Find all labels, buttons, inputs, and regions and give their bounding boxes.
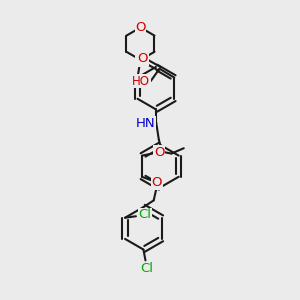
- Text: O: O: [135, 21, 146, 34]
- Text: O: O: [154, 146, 164, 159]
- Text: Cl: Cl: [138, 208, 151, 221]
- Text: Cl: Cl: [140, 262, 153, 275]
- Text: N: N: [136, 53, 145, 66]
- Text: O: O: [152, 176, 162, 189]
- Text: HN: HN: [136, 117, 155, 130]
- Text: HO: HO: [132, 75, 150, 88]
- Text: O: O: [137, 52, 148, 65]
